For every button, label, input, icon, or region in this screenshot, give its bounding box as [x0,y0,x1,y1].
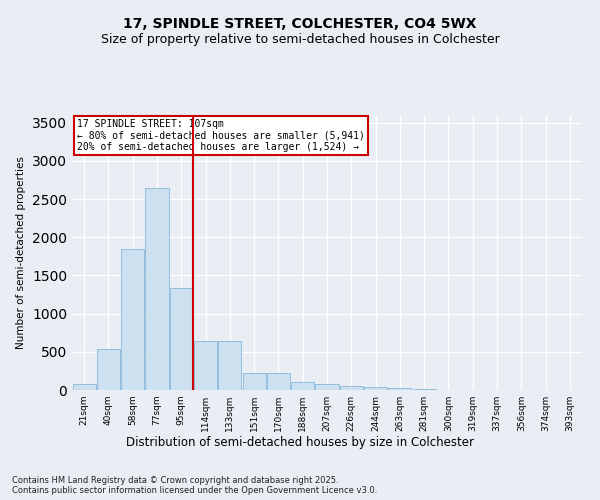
Bar [388,388,412,390]
Bar [291,382,314,390]
Text: 17, SPINDLE STREET, COLCHESTER, CO4 5WX: 17, SPINDLE STREET, COLCHESTER, CO4 5WX [123,18,477,32]
Text: 17 SPINDLE STREET: 107sqm
← 80% of semi-detached houses are smaller (5,941)
20% : 17 SPINDLE STREET: 107sqm ← 80% of semi-… [77,119,365,152]
Text: Contains HM Land Registry data © Crown copyright and database right 2025.
Contai: Contains HM Land Registry data © Crown c… [12,476,377,495]
Bar [73,384,95,390]
Text: Distribution of semi-detached houses by size in Colchester: Distribution of semi-detached houses by … [126,436,474,449]
Bar [170,288,193,390]
Bar [97,349,120,390]
Bar [364,388,387,390]
Y-axis label: Number of semi-detached properties: Number of semi-detached properties [16,156,26,349]
Bar [121,248,144,390]
Bar [194,340,217,390]
Bar [145,188,169,390]
Bar [340,386,363,390]
Bar [218,340,241,390]
Text: Size of property relative to semi-detached houses in Colchester: Size of property relative to semi-detach… [101,32,499,46]
Bar [242,373,266,390]
Bar [413,389,436,390]
Bar [267,373,290,390]
Bar [316,384,338,390]
